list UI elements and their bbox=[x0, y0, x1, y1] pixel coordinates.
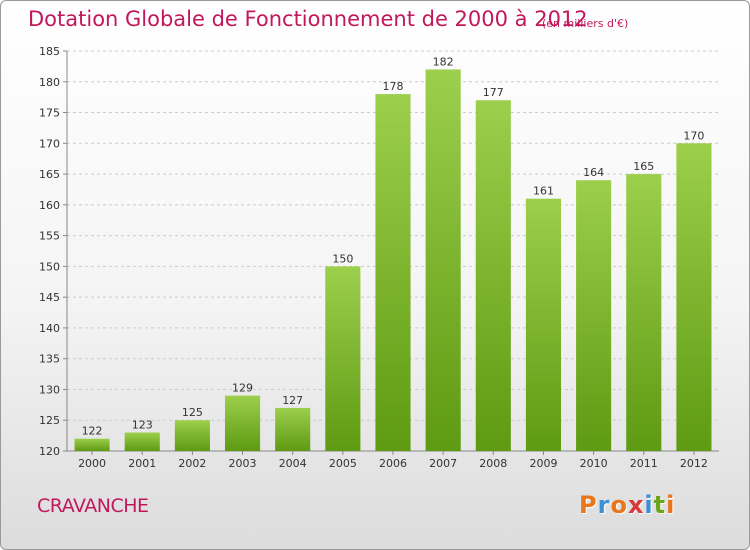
data-label: 164 bbox=[583, 166, 604, 179]
bar bbox=[74, 438, 110, 451]
bar bbox=[676, 143, 712, 452]
x-tick-label: 2007 bbox=[429, 457, 457, 470]
bar bbox=[325, 266, 361, 451]
logo-letter: i bbox=[644, 491, 654, 519]
y-tick-label: 150 bbox=[39, 260, 60, 273]
logo-letter: o bbox=[610, 491, 628, 519]
y-tick-label: 155 bbox=[39, 230, 60, 243]
y-tick-label: 125 bbox=[39, 414, 60, 427]
bar bbox=[224, 395, 261, 451]
bar bbox=[275, 407, 311, 451]
data-label: 122 bbox=[82, 425, 103, 438]
bar bbox=[525, 198, 562, 451]
x-tick-label: 2009 bbox=[529, 457, 557, 470]
bar bbox=[425, 69, 461, 451]
bar bbox=[124, 432, 160, 451]
bar bbox=[626, 174, 662, 452]
data-label: 178 bbox=[383, 80, 404, 93]
data-label: 177 bbox=[483, 86, 504, 99]
bar bbox=[576, 180, 612, 451]
x-tick-label: 2001 bbox=[128, 457, 156, 470]
y-tick-label: 120 bbox=[39, 445, 60, 458]
chart-subtitle: (en milliers d'€) bbox=[542, 17, 629, 30]
bars bbox=[74, 69, 712, 452]
data-label: 170 bbox=[683, 129, 704, 142]
chart-title: Dotation Globale de Fonctionnement de 20… bbox=[28, 7, 588, 31]
y-tick-label: 180 bbox=[39, 76, 60, 89]
y-tick-label: 175 bbox=[39, 107, 60, 120]
data-label: 161 bbox=[533, 185, 554, 198]
x-tick-label: 2000 bbox=[78, 457, 106, 470]
logo-letter: P bbox=[579, 491, 598, 519]
data-label: 127 bbox=[282, 394, 303, 407]
y-tick-label: 145 bbox=[39, 291, 60, 304]
y-tick-label: 130 bbox=[39, 383, 60, 396]
x-tick-label: 2012 bbox=[680, 457, 708, 470]
y-tick-label: 185 bbox=[39, 45, 60, 58]
bar bbox=[174, 420, 210, 451]
bar bbox=[375, 94, 411, 452]
data-label: 182 bbox=[433, 55, 454, 68]
commune-name: CRAVANCHE bbox=[37, 495, 149, 517]
y-tick-label: 170 bbox=[39, 137, 60, 150]
logo-letter: i bbox=[666, 491, 676, 519]
logo-letter: x bbox=[627, 491, 645, 519]
y-tick-label: 160 bbox=[39, 199, 60, 212]
x-tick-label: 2006 bbox=[379, 457, 407, 470]
logo-letter: t bbox=[653, 491, 667, 519]
y-tick-label: 135 bbox=[39, 353, 60, 366]
proxiti-logo: Proxiti bbox=[579, 491, 675, 519]
data-label: 123 bbox=[132, 419, 153, 432]
x-tick-label: 2008 bbox=[479, 457, 507, 470]
data-label: 165 bbox=[633, 160, 654, 173]
y-tick-label: 140 bbox=[39, 322, 60, 335]
data-label: 129 bbox=[232, 382, 253, 395]
x-tick-label: 2004 bbox=[279, 457, 307, 470]
data-label: 150 bbox=[332, 252, 353, 265]
logo-letter: r bbox=[597, 491, 611, 519]
x-tick-label: 2011 bbox=[630, 457, 658, 470]
labels: 120 125 130 135 140 145 150 155 160 165 170 175 180 1… bbox=[39, 45, 708, 470]
x-tick-label: 2003 bbox=[229, 457, 257, 470]
y-tick-label: 165 bbox=[39, 168, 60, 181]
bar bbox=[475, 100, 511, 451]
x-tick-label: 2005 bbox=[329, 457, 357, 470]
data-label: 125 bbox=[182, 406, 203, 419]
x-tick-label: 2010 bbox=[580, 457, 608, 470]
x-tick-label: 2002 bbox=[178, 457, 206, 470]
